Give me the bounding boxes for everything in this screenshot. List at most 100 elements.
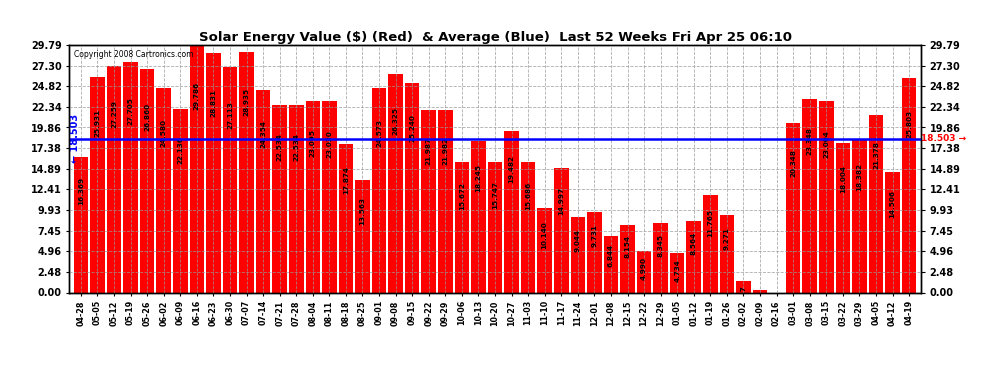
Bar [124,62,138,292]
Bar [752,290,767,292]
Text: 4.990: 4.990 [642,257,647,280]
Title: Solar Energy Value ($) (Red)  & Average (Blue)  Last 52 Weeks Fri Apr 25 06:10: Solar Energy Value ($) (Red) & Average (… [199,31,791,44]
Text: 23.095: 23.095 [310,129,316,158]
Bar [720,216,735,292]
Text: 9.271: 9.271 [724,227,730,250]
Bar [653,223,668,292]
Text: 26.325: 26.325 [393,106,399,135]
Bar [272,105,287,292]
Text: 9.044: 9.044 [575,229,581,252]
Text: 20.348: 20.348 [790,149,796,177]
Bar [737,281,750,292]
Text: 15.747: 15.747 [492,181,498,209]
Text: 28.935: 28.935 [244,88,249,116]
Bar [156,88,171,292]
Text: 6.844: 6.844 [608,244,614,267]
Text: 17.874: 17.874 [343,166,348,194]
Bar [189,45,204,292]
Text: 27.705: 27.705 [128,97,134,125]
Text: 11.765: 11.765 [707,209,714,237]
Bar [73,156,88,292]
Bar [620,225,635,292]
Bar [206,53,221,292]
Bar [372,88,386,292]
Bar [852,140,866,292]
Bar [438,110,452,292]
Text: 14.997: 14.997 [558,187,564,214]
Bar [306,100,320,292]
Bar [868,115,883,292]
Bar [255,90,270,292]
Text: 10.140: 10.140 [542,221,547,249]
Text: 27.113: 27.113 [227,101,233,129]
Bar [554,168,568,292]
Bar [538,208,552,292]
Bar [140,69,154,292]
Text: 19.482: 19.482 [509,155,515,183]
Bar [289,105,304,292]
Text: 8.345: 8.345 [657,234,663,256]
Text: 25.803: 25.803 [906,110,912,138]
Bar [322,101,337,292]
Bar [388,74,403,292]
Bar [488,162,502,292]
Bar [471,141,486,292]
Bar [686,221,701,292]
Text: 29.786: 29.786 [194,82,200,110]
Text: 23.004: 23.004 [824,130,830,158]
Text: 16.369: 16.369 [78,177,84,205]
Bar [107,66,122,292]
Bar [90,77,105,292]
Text: 4.734: 4.734 [674,259,680,282]
Bar [339,144,353,292]
Text: 18.382: 18.382 [856,163,862,191]
Text: 21.378: 21.378 [873,141,879,170]
Text: 8.564: 8.564 [691,232,697,255]
Text: 22.136: 22.136 [177,136,183,164]
Text: 25.931: 25.931 [94,110,100,137]
Text: Copyright 2008 Cartronics.com: Copyright 2008 Cartronics.com [73,50,193,59]
Text: 21.987: 21.987 [426,137,432,165]
Bar [223,67,238,292]
Text: 22.534: 22.534 [276,134,283,161]
Text: 24.580: 24.580 [160,119,166,147]
Bar [819,101,834,292]
Text: 8.154: 8.154 [625,235,631,258]
Text: 27.259: 27.259 [111,100,117,128]
Bar [637,251,651,292]
Bar [454,162,469,292]
Text: 15.672: 15.672 [459,182,465,210]
Bar [885,172,900,292]
Bar [902,78,917,292]
Bar [604,236,618,292]
Bar [240,52,253,292]
Bar [587,211,602,292]
Bar [173,109,187,292]
Text: 18.503 →: 18.503 → [921,134,966,143]
Text: 13.563: 13.563 [359,197,365,225]
Text: 23.030: 23.030 [327,130,333,158]
Text: 24.354: 24.354 [260,120,266,148]
Text: 21.982: 21.982 [443,137,448,165]
Bar [521,162,536,292]
Bar [786,123,801,292]
Bar [570,217,585,292]
Bar [803,99,817,292]
Text: 18.245: 18.245 [475,164,481,192]
Bar [703,195,718,292]
Text: 1.417: 1.417 [741,285,746,308]
Text: 22.534: 22.534 [293,134,299,161]
Text: 26.860: 26.860 [145,103,150,131]
Bar [504,130,519,292]
Bar [670,253,684,292]
Text: 25.240: 25.240 [409,114,415,142]
Text: 18.004: 18.004 [840,165,845,193]
Text: 15.686: 15.686 [525,182,531,210]
Text: 28.831: 28.831 [211,89,217,117]
Text: 14.506: 14.506 [890,190,896,218]
Bar [836,143,850,292]
Bar [405,83,420,292]
Bar [422,110,436,292]
Bar [355,180,370,292]
Text: 9.731: 9.731 [591,224,597,247]
